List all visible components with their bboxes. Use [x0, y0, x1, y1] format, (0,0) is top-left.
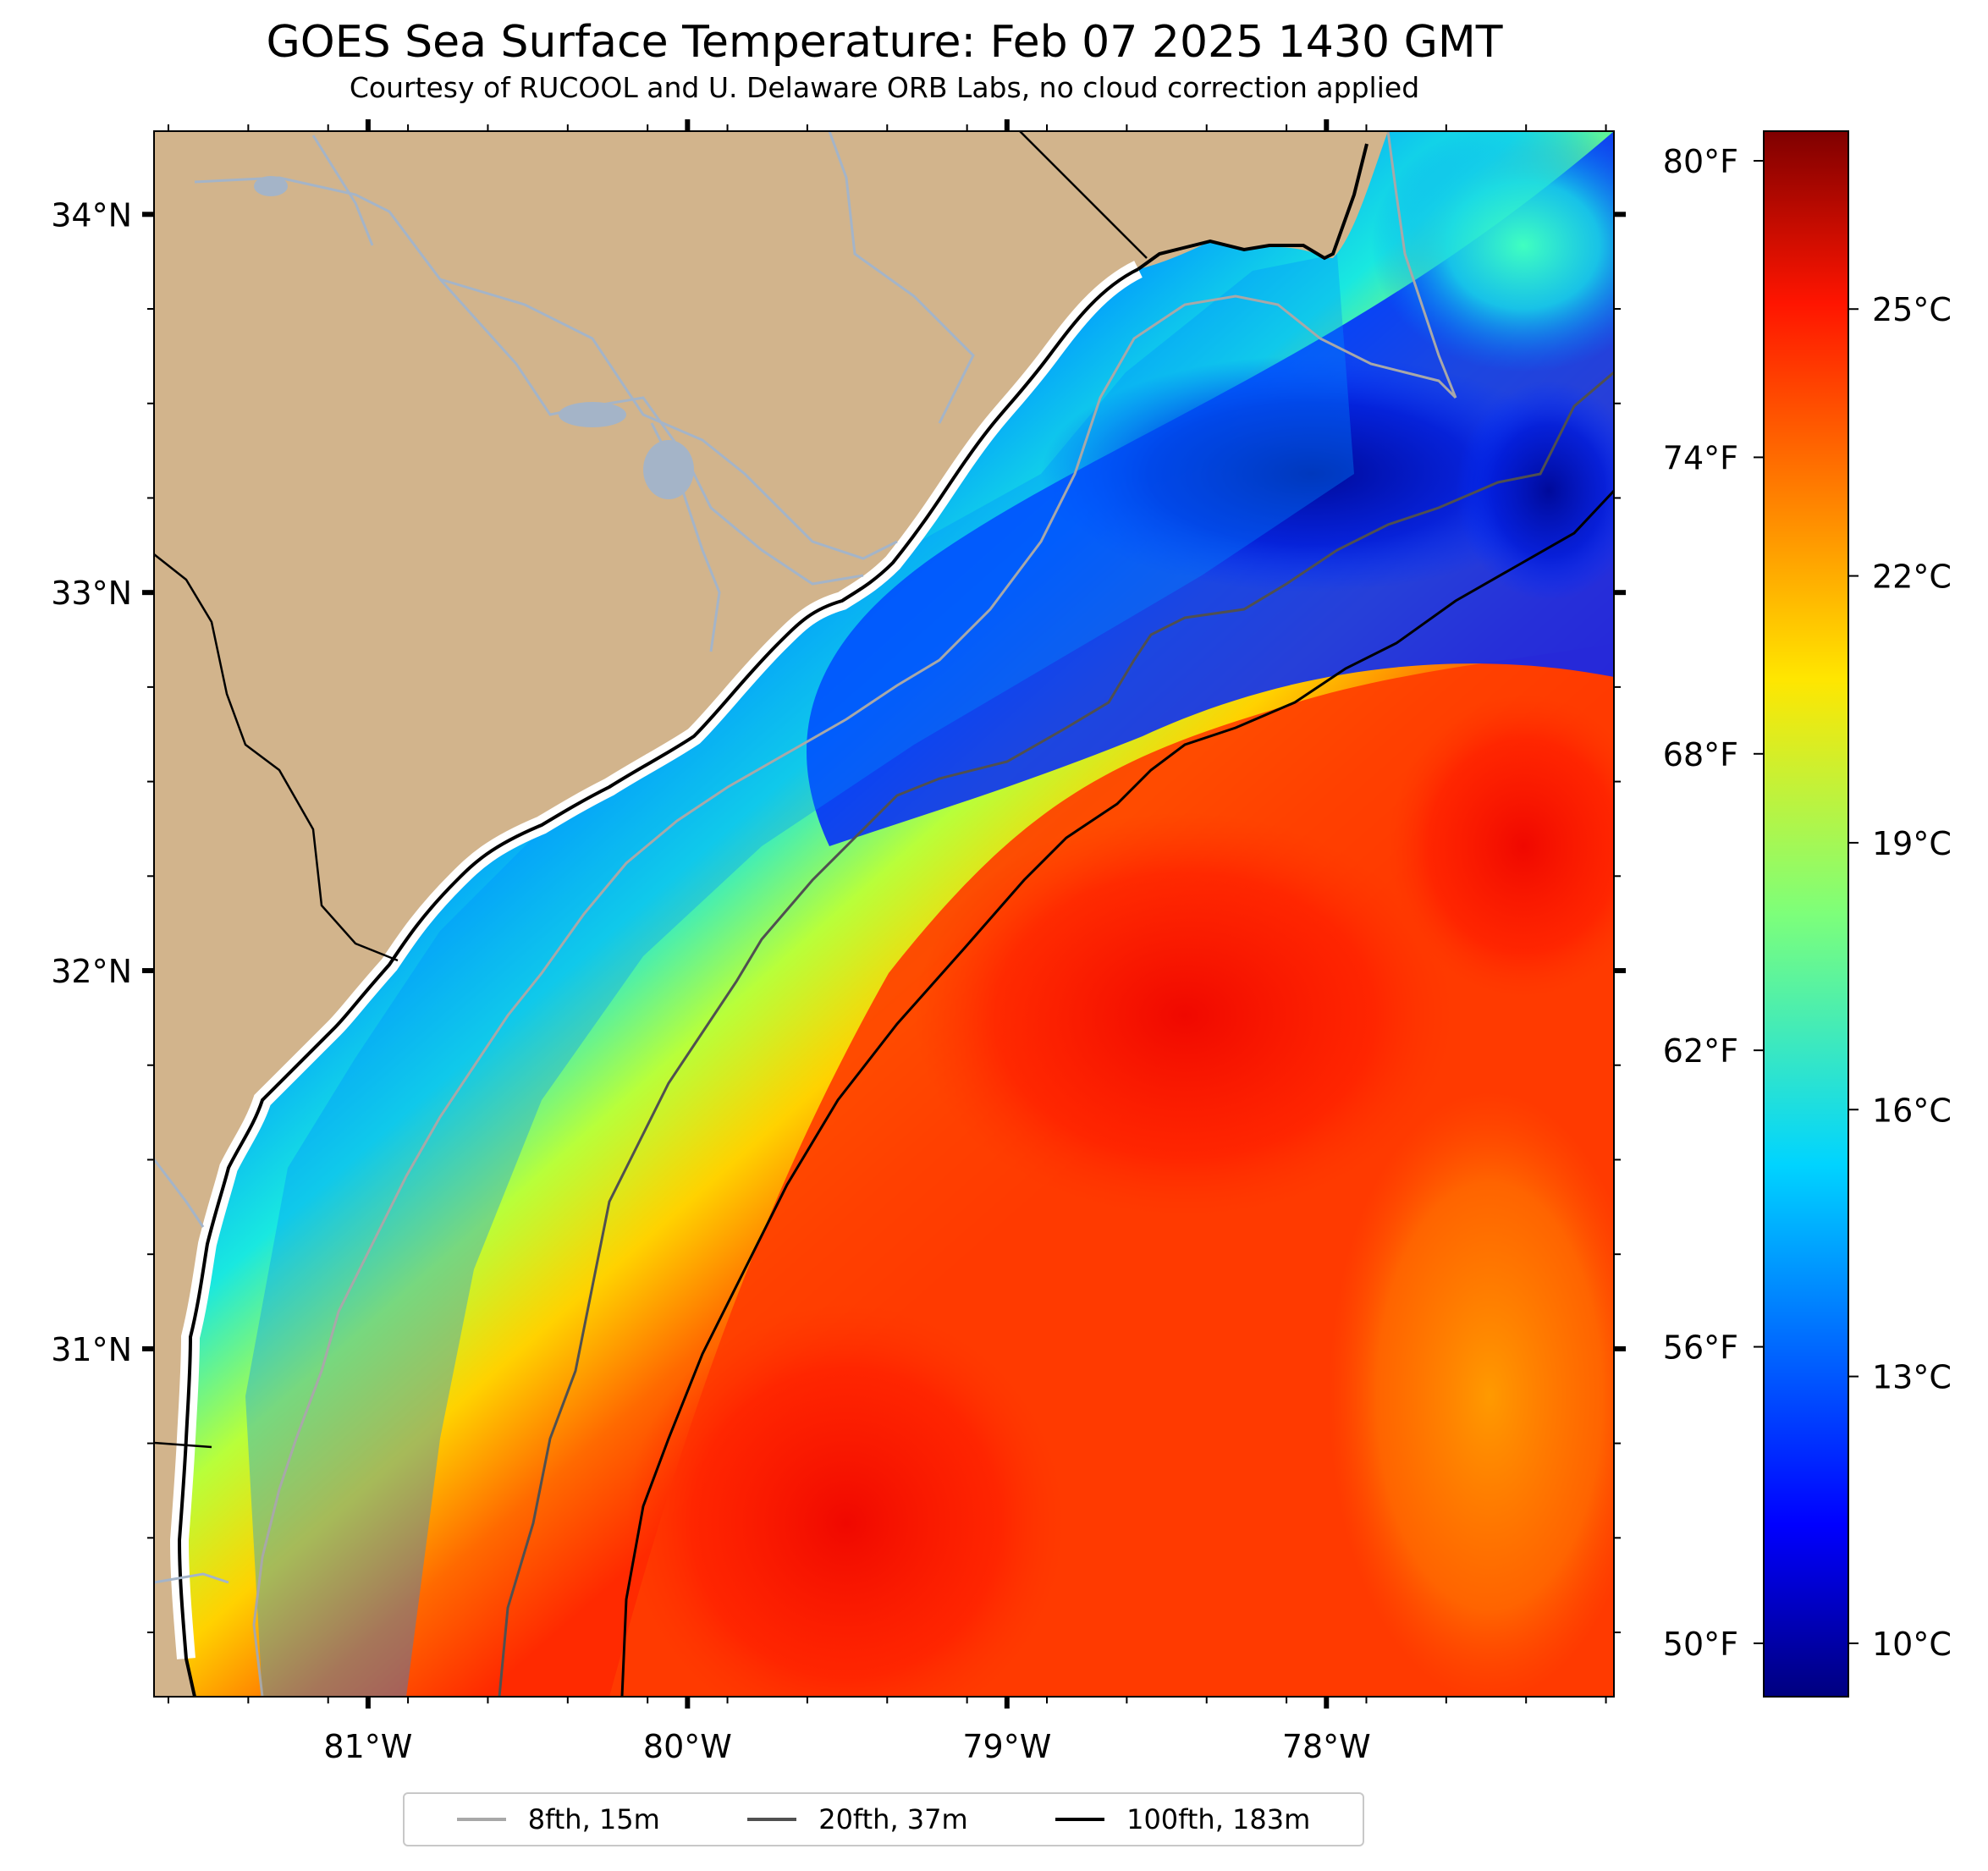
celsius-label: 10°C	[1872, 1626, 1952, 1663]
state-border-south	[154, 1441, 212, 1449]
warm-eddy-center	[914, 812, 1456, 1219]
map-frame	[153, 130, 1615, 1698]
fahrenheit-label: 74°F	[1663, 439, 1738, 476]
latitude-ticks: 34°N 33°N 32°N 31°N	[51, 196, 1626, 1368]
land-mass	[154, 131, 1388, 1697]
fahrenheit-label: 68°F	[1663, 736, 1738, 773]
celsius-label: 25°C	[1872, 291, 1952, 328]
map-subtitle: Courtesy of RUCOOL and U. Delaware ORB L…	[349, 71, 1420, 104]
legend-swatch-20fth	[747, 1818, 797, 1821]
legend-swatch-8fth	[456, 1818, 506, 1821]
isobath-100fth	[620, 489, 1614, 1697]
colorbar-scale	[1763, 130, 1849, 1698]
celsius-label: 13°C	[1872, 1359, 1952, 1396]
legend-entry-100fth: 100fth, 183m	[1055, 1803, 1310, 1835]
state-border	[154, 553, 399, 962]
teal-patch-northeast	[1371, 131, 1614, 372]
state-border-north	[1019, 131, 1148, 259]
coastline-northeast	[1137, 143, 1368, 271]
nearshore-band	[245, 254, 1354, 1697]
warm-eddy-south	[626, 1303, 1066, 1697]
lake-wateree	[254, 176, 288, 196]
lat-tick-label: 32°N	[51, 953, 132, 990]
cold-core	[1041, 355, 1583, 592]
celsius-label: 22°C	[1872, 559, 1952, 596]
lon-tick-label: 81°W	[323, 1728, 412, 1765]
minor-ticks	[147, 124, 1621, 1703]
lon-tick-label: 80°W	[643, 1728, 732, 1765]
fahrenheit-label: 56°F	[1663, 1329, 1738, 1367]
legend-swatch-100fth	[1055, 1818, 1105, 1821]
legend-label-100fth: 100fth, 183m	[1126, 1803, 1311, 1835]
isobath-legend: 8fth, 15m 20fth, 37m 100fth, 183m	[403, 1792, 1364, 1846]
legend-entry-20fth: 20fth, 37m	[747, 1803, 968, 1835]
rivers	[154, 131, 975, 1584]
fahrenheit-label: 50°F	[1663, 1626, 1738, 1663]
lon-tick-label: 79°W	[962, 1728, 1051, 1765]
isobath-8fth-north	[1386, 131, 1457, 399]
legend-entry-8fth: 8fth, 15m	[456, 1803, 660, 1835]
colorbar-fahrenheit-ticks: 80°F 74°F 68°F 62°F 56°F 50°F	[1663, 143, 1764, 1663]
lake-marion	[643, 440, 694, 499]
isobath-8fth	[252, 294, 1457, 1697]
longitude-ticks: 81°W 80°W 79°W 78°W	[323, 119, 1371, 1765]
legend-label-20fth: 20fth, 37m	[818, 1803, 968, 1835]
lat-tick-label: 33°N	[51, 575, 132, 612]
lake-moultrie	[559, 402, 626, 427]
lon-tick-label: 78°W	[1282, 1728, 1371, 1765]
lat-tick-label: 34°N	[51, 196, 132, 234]
warm-eddy-east	[1388, 694, 1614, 999]
orange-filament-east	[1329, 1092, 1614, 1697]
cold-core-east	[1456, 381, 1614, 601]
legend-label-8fth: 8fth, 15m	[527, 1803, 660, 1835]
map-title: GOES Sea Surface Temperature: Feb 07 202…	[266, 17, 1503, 68]
colorbar-celsius-ticks: 25°C 22°C 19°C 16°C 13°C 10°C	[1848, 291, 1952, 1663]
lat-tick-label: 31°N	[51, 1331, 132, 1368]
fahrenheit-label: 80°F	[1663, 143, 1738, 180]
coastline	[177, 267, 1139, 1697]
celsius-label: 19°C	[1872, 825, 1952, 862]
fahrenheit-label: 62°F	[1663, 1032, 1738, 1070]
isobath-20fth	[498, 371, 1614, 1697]
celsius-label: 16°C	[1872, 1092, 1952, 1129]
